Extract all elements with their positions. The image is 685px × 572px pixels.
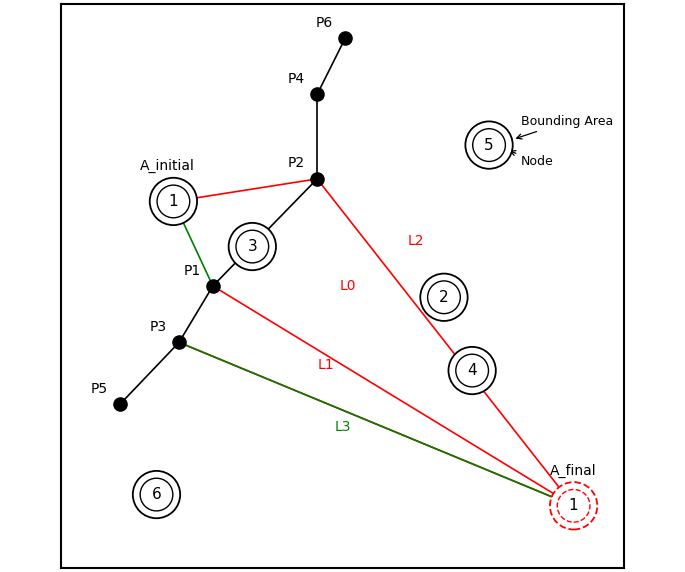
Text: P3: P3 xyxy=(149,320,166,334)
Circle shape xyxy=(473,129,506,161)
Point xyxy=(114,400,125,409)
Text: A_final: A_final xyxy=(550,463,597,478)
Point xyxy=(340,33,351,42)
Text: L0: L0 xyxy=(340,279,356,293)
Circle shape xyxy=(150,178,197,225)
Circle shape xyxy=(427,281,460,313)
Text: P4: P4 xyxy=(288,72,305,86)
Circle shape xyxy=(140,478,173,511)
Point xyxy=(312,174,323,184)
Text: P6: P6 xyxy=(316,15,333,30)
Circle shape xyxy=(456,354,488,387)
Text: 3: 3 xyxy=(247,239,257,254)
Circle shape xyxy=(465,121,513,169)
Text: A_initial: A_initial xyxy=(140,159,195,173)
Text: 5: 5 xyxy=(484,138,494,153)
Text: P1: P1 xyxy=(183,264,201,277)
Point xyxy=(312,90,323,99)
Text: P5: P5 xyxy=(90,382,108,396)
Text: 1: 1 xyxy=(169,194,178,209)
Circle shape xyxy=(558,490,590,522)
Text: Bounding Area: Bounding Area xyxy=(516,115,614,139)
Circle shape xyxy=(421,273,468,321)
Text: Node: Node xyxy=(510,150,554,169)
Circle shape xyxy=(133,471,180,518)
Point xyxy=(173,338,184,347)
Circle shape xyxy=(157,185,190,218)
Point xyxy=(208,281,219,291)
Text: L1: L1 xyxy=(317,358,334,372)
Text: 1: 1 xyxy=(569,498,578,513)
Text: 6: 6 xyxy=(151,487,162,502)
Circle shape xyxy=(550,482,597,530)
Text: L2: L2 xyxy=(408,234,424,248)
Text: P2: P2 xyxy=(288,157,305,170)
Circle shape xyxy=(229,223,276,270)
Text: 2: 2 xyxy=(439,290,449,305)
Circle shape xyxy=(236,230,269,263)
Circle shape xyxy=(449,347,496,394)
Text: L3: L3 xyxy=(334,420,351,434)
Text: 4: 4 xyxy=(467,363,477,378)
